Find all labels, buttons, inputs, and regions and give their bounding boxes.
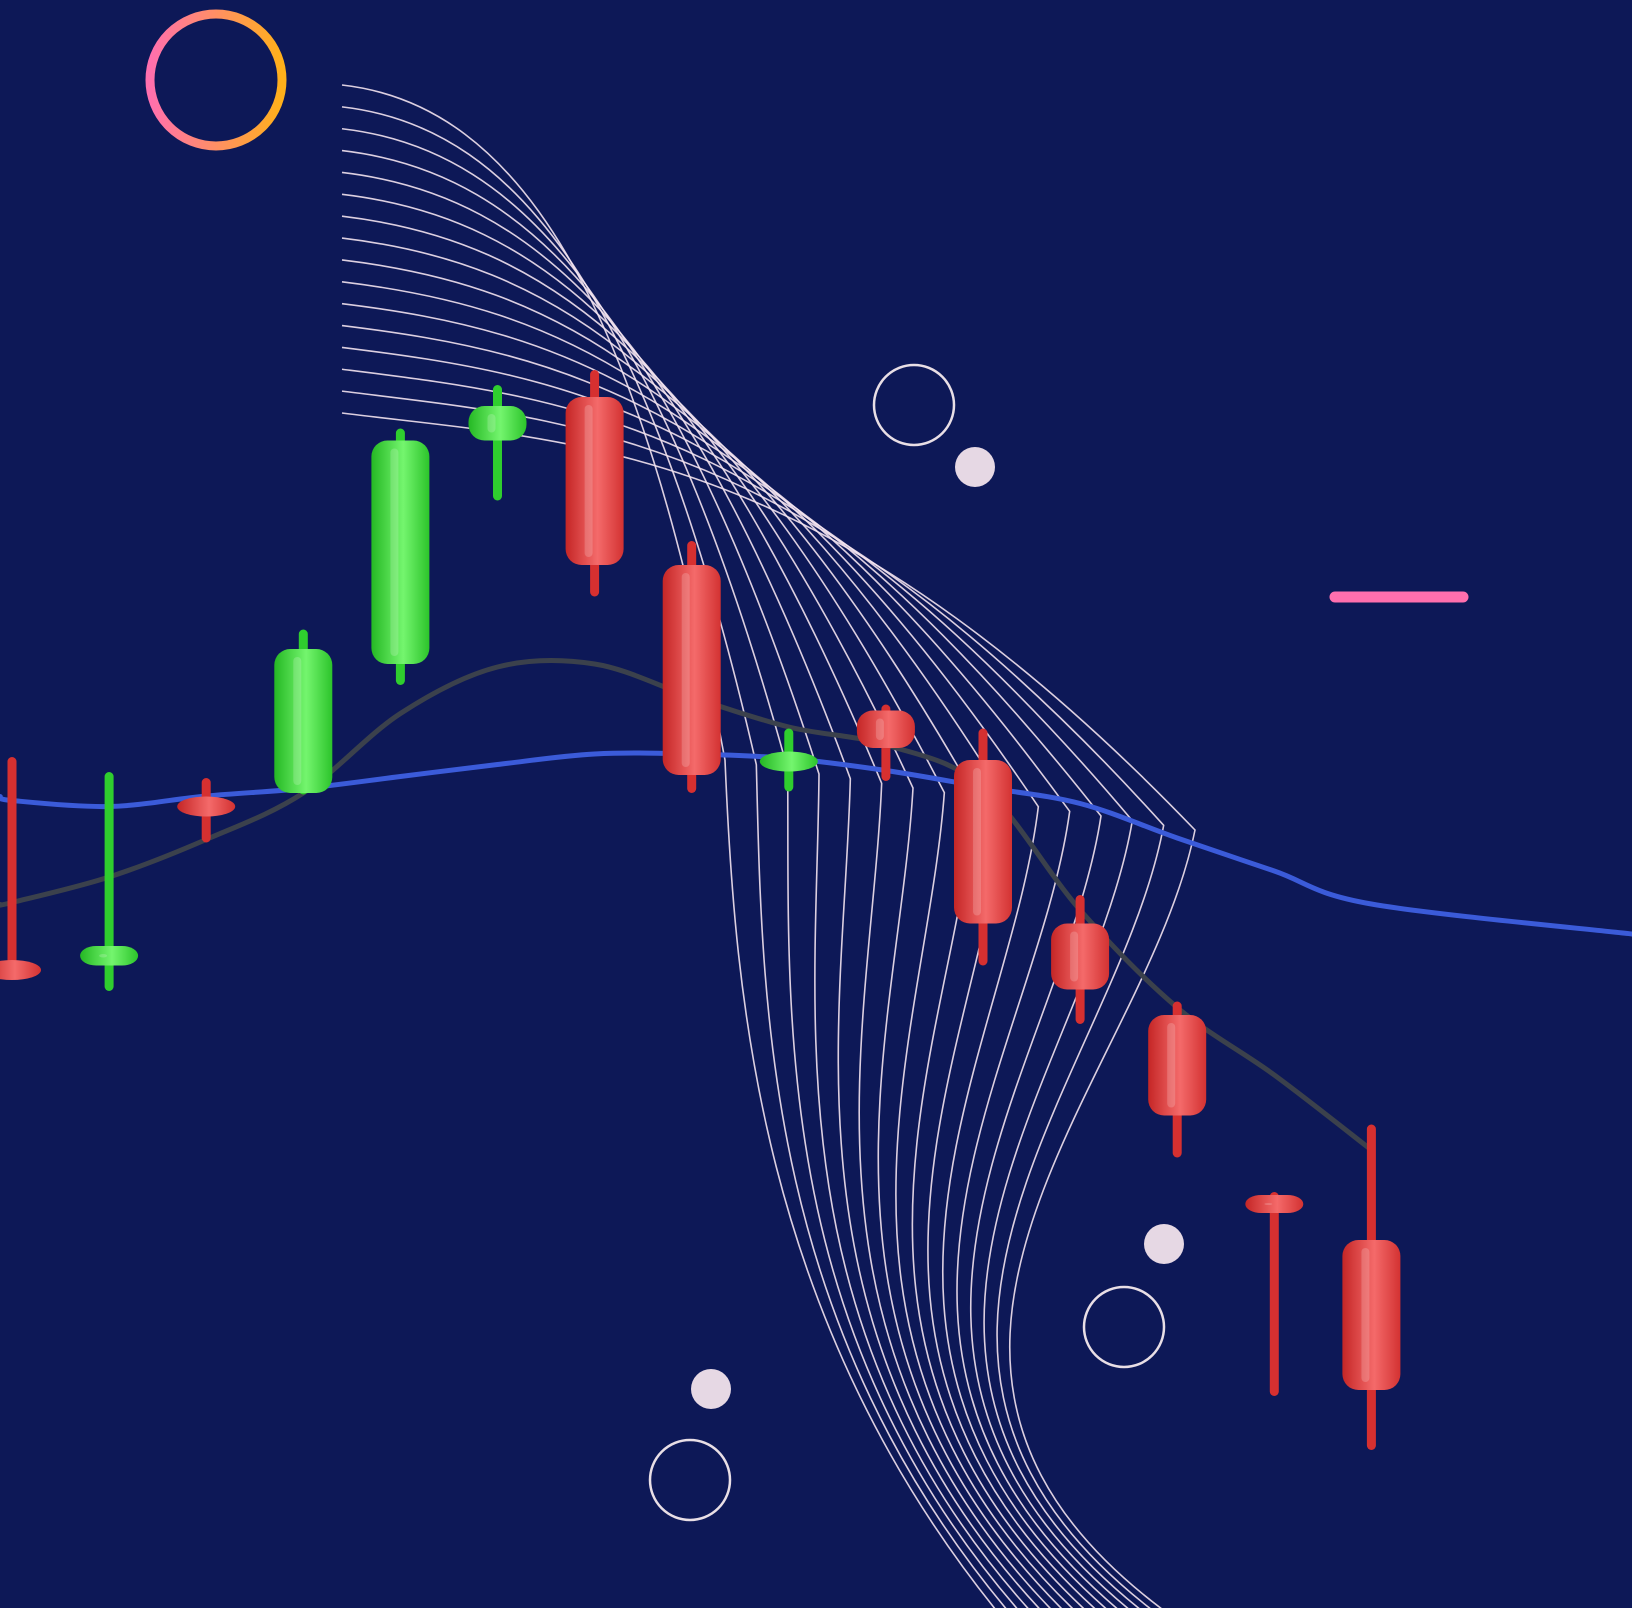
candle-wick	[104, 772, 114, 991]
candle-7	[565, 370, 624, 597]
gradient-ring-icon	[145, 9, 287, 151]
light-dot-icon	[955, 447, 995, 487]
candle-1	[0, 757, 41, 980]
candle-highlight	[973, 768, 981, 916]
candle-body	[177, 796, 236, 817]
candle-13	[1148, 1001, 1207, 1158]
wave-lines-decoration	[341, 84, 1196, 1608]
candle-wick	[493, 385, 502, 501]
wave-line	[341, 193, 1052, 1608]
candle-highlight	[875, 718, 884, 740]
wave-line	[341, 302, 1107, 1608]
candle-body	[759, 751, 818, 772]
candle-highlight	[390, 448, 399, 656]
wave-line	[341, 127, 1018, 1608]
candle-highlight	[99, 954, 108, 958]
wave-line	[341, 171, 1041, 1608]
candle-highlight	[487, 414, 496, 433]
candle-body	[274, 649, 333, 793]
candle-body	[1245, 1195, 1304, 1213]
candle-highlight	[1361, 1248, 1370, 1382]
candle-14	[1245, 1192, 1304, 1396]
candle-11	[954, 728, 1012, 966]
candle-highlight	[1167, 1023, 1176, 1108]
light-dot-icon	[691, 1369, 731, 1409]
candle-4	[274, 629, 333, 795]
candle-9	[759, 728, 818, 792]
candle-highlight	[584, 405, 593, 557]
outline-circle-icon	[648, 1438, 732, 1522]
candle-body	[1342, 1240, 1401, 1390]
outline-circle-icon	[1082, 1285, 1166, 1369]
wave-line	[341, 390, 1165, 1608]
wave-line	[341, 215, 1063, 1608]
candle-body	[468, 406, 527, 441]
candle-2	[80, 772, 139, 991]
light-dot-icon	[1144, 1224, 1184, 1264]
candle-wick	[7, 757, 17, 976]
wave-line	[341, 237, 1074, 1608]
candle-5	[371, 428, 430, 685]
candle-6	[468, 385, 527, 501]
candle-body	[1148, 1015, 1207, 1116]
candle-body	[565, 397, 624, 565]
candle-wick	[1269, 1192, 1279, 1396]
candle-15	[1342, 1124, 1401, 1450]
candles	[0, 370, 1401, 1450]
candle-body	[1051, 923, 1110, 990]
wave-line	[341, 106, 1007, 1608]
candle-body	[954, 760, 1012, 924]
candle-highlight	[293, 657, 302, 785]
wave-line	[341, 84, 996, 1608]
decorations	[145, 9, 1469, 1522]
candle-3	[177, 778, 236, 843]
candle-body	[856, 710, 915, 748]
candle-12	[1051, 895, 1110, 1024]
outline-circle-icon	[872, 363, 956, 447]
wave-line	[341, 368, 1141, 1608]
candle-body	[0, 960, 41, 980]
candle-8	[662, 541, 721, 793]
candle-highlight	[1264, 1203, 1273, 1205]
candle-highlight	[1070, 931, 1079, 982]
candle-body	[371, 440, 430, 664]
candle-10	[856, 704, 915, 781]
wave-line	[341, 346, 1129, 1608]
wave-line	[341, 149, 1029, 1608]
candle-highlight	[681, 573, 690, 767]
candle-body	[80, 946, 139, 966]
candle-body	[662, 565, 721, 775]
wave-line	[341, 324, 1118, 1608]
